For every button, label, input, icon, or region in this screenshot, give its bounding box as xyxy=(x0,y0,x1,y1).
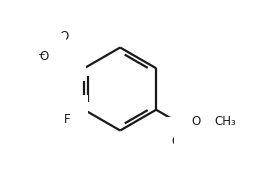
Text: O: O xyxy=(60,30,69,43)
Text: N: N xyxy=(60,50,69,63)
Text: O: O xyxy=(192,115,201,128)
Text: +: + xyxy=(65,48,72,57)
Text: −: − xyxy=(37,49,45,58)
Text: O: O xyxy=(171,135,181,148)
Text: O: O xyxy=(39,50,49,63)
Text: CH₃: CH₃ xyxy=(214,115,236,128)
Text: F: F xyxy=(64,113,71,126)
